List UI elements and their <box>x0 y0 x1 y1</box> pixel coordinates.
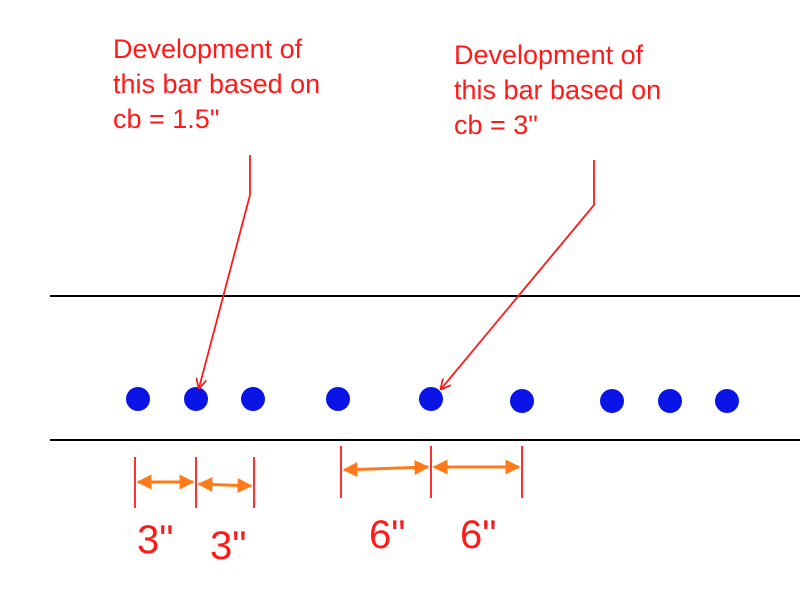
annotation-left: Development of this bar based on cb = 1.… <box>113 34 321 134</box>
dim-arrow-3 <box>342 459 430 478</box>
dimension-arrows <box>136 459 521 493</box>
leader-arrow-left <box>199 155 251 388</box>
rebar-3 <box>241 387 265 411</box>
dim-arrow-2 <box>197 477 253 493</box>
dimension-label-3: 6" <box>369 513 406 557</box>
dimension-label-4: 6" <box>460 513 497 557</box>
rebar-4 <box>326 387 350 411</box>
rebar-5 <box>419 387 443 411</box>
rebar-7 <box>600 389 624 413</box>
leader-arrow-right <box>441 160 595 389</box>
rebar-1 <box>126 387 150 411</box>
rebar-8 <box>658 389 682 413</box>
rebar-row <box>126 387 739 413</box>
annotation-right: Development of this bar based on cb = 3" <box>454 40 662 140</box>
dimension-ticks <box>134 446 523 508</box>
rebar-6 <box>510 389 534 413</box>
rebar-2 <box>184 387 208 411</box>
rebar-9 <box>715 389 739 413</box>
dimension-label-2: 3" <box>210 524 247 568</box>
dimension-label-1: 3" <box>137 518 174 562</box>
